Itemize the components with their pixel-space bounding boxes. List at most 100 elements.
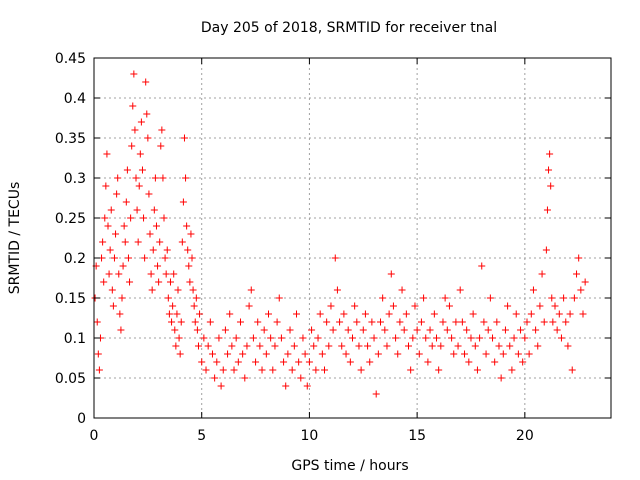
data-point [202, 366, 210, 374]
data-point [176, 350, 184, 358]
data-point [134, 238, 142, 246]
data-point [542, 246, 550, 254]
data-point [256, 342, 264, 350]
data-point [105, 270, 113, 278]
y-tick-label: 0.25 [55, 211, 86, 227]
data-point [370, 334, 378, 342]
data-point [297, 374, 305, 382]
data-point [560, 294, 568, 302]
data-point [241, 374, 249, 382]
data-point [465, 358, 473, 366]
data-point [381, 326, 389, 334]
data-point [107, 206, 115, 214]
data-point [183, 222, 191, 230]
data-point [93, 318, 101, 326]
data-point [104, 222, 112, 230]
data-point [286, 326, 294, 334]
data-point [417, 318, 425, 326]
data-point [157, 142, 165, 150]
y-axis-tick-labels: 0 0.05 0.1 0.15 0.2 0.25 0.3 0.35 0.4 0.45 [55, 51, 86, 427]
data-point [353, 318, 361, 326]
data-point [120, 222, 128, 230]
data-point [249, 334, 257, 342]
data-point [230, 366, 238, 374]
data-point [121, 238, 129, 246]
data-point [495, 342, 503, 350]
data-point [213, 358, 221, 366]
y-tick-label: 0.4 [64, 91, 86, 107]
data-point [435, 366, 443, 374]
data-point [333, 286, 341, 294]
data-point [243, 342, 251, 350]
data-point [486, 294, 494, 302]
data-point [262, 350, 270, 358]
data-point [150, 206, 158, 214]
data-point [340, 310, 348, 318]
data-point [165, 310, 173, 318]
data-point [411, 302, 419, 310]
data-point [540, 318, 548, 326]
data-point [555, 310, 563, 318]
data-point [433, 334, 441, 342]
data-point [364, 342, 372, 350]
data-point [94, 350, 102, 358]
data-point [239, 350, 247, 358]
data-point [221, 326, 229, 334]
data-point [187, 230, 195, 238]
data-point [127, 214, 135, 222]
data-point [392, 334, 400, 342]
data-point [206, 318, 214, 326]
data-point [99, 238, 107, 246]
data-point [538, 270, 546, 278]
plot-frame [93, 57, 612, 419]
data-point [441, 294, 449, 302]
data-point [219, 366, 227, 374]
data-point [226, 310, 234, 318]
data-point [413, 326, 421, 334]
data-point [174, 286, 182, 294]
data-point [178, 238, 186, 246]
data-point [525, 350, 533, 358]
data-point [553, 326, 561, 334]
data-point [299, 334, 307, 342]
data-point [409, 334, 417, 342]
data-point [562, 318, 570, 326]
data-point [478, 262, 486, 270]
data-point [196, 310, 204, 318]
data-point [467, 334, 475, 342]
x-tick-label: 15 [408, 428, 426, 444]
data-point [175, 334, 183, 342]
data-point [349, 334, 356, 342]
data-point [301, 350, 309, 358]
data-point [160, 214, 168, 222]
data-point [305, 358, 313, 366]
data-point [173, 310, 181, 318]
data-point [443, 326, 451, 334]
data-point [314, 334, 322, 342]
data-point [273, 318, 281, 326]
data-point [400, 326, 408, 334]
data-point [396, 318, 404, 326]
data-point [548, 294, 556, 302]
data-point [232, 334, 240, 342]
data-point [234, 358, 242, 366]
data-point [303, 382, 311, 390]
data-point [484, 326, 492, 334]
data-point [154, 262, 162, 270]
data-point [338, 342, 346, 350]
data-point [108, 286, 116, 294]
data-point [113, 190, 121, 198]
data-point [402, 310, 410, 318]
y-axis-label: SRMTID / TECUs [7, 182, 23, 295]
data-point [129, 102, 137, 110]
data-point [185, 262, 193, 270]
data-point [523, 318, 531, 326]
data-point [566, 310, 574, 318]
data-point [168, 318, 176, 326]
data-point [318, 350, 326, 358]
data-point [385, 310, 393, 318]
data-point [545, 166, 553, 174]
y-tick-label: 0.05 [55, 371, 86, 387]
data-point [570, 294, 578, 302]
y-tick-label: 0.35 [55, 131, 86, 147]
